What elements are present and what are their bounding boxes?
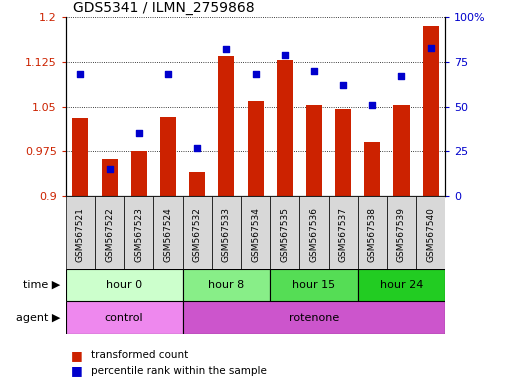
- Bar: [218, 56, 234, 196]
- Point: [280, 52, 288, 58]
- Text: GSM567521: GSM567521: [76, 207, 85, 262]
- Text: hour 0: hour 0: [106, 280, 142, 290]
- Text: control: control: [105, 313, 143, 323]
- Bar: [357, 196, 386, 269]
- Bar: [66, 301, 182, 334]
- Bar: [270, 269, 357, 301]
- Point: [338, 82, 346, 88]
- Point: [106, 166, 114, 172]
- Point: [309, 68, 317, 74]
- Text: ■: ■: [71, 349, 82, 362]
- Text: GDS5341 / ILMN_2759868: GDS5341 / ILMN_2759868: [73, 1, 255, 15]
- Bar: [306, 105, 321, 196]
- Bar: [130, 151, 146, 196]
- Text: GSM567540: GSM567540: [425, 207, 434, 262]
- Text: hour 15: hour 15: [292, 280, 335, 290]
- Point: [193, 144, 201, 151]
- Text: ■: ■: [71, 364, 82, 377]
- Point: [368, 102, 376, 108]
- Text: time ▶: time ▶: [23, 280, 61, 290]
- Bar: [153, 196, 182, 269]
- Text: GSM567522: GSM567522: [105, 207, 114, 262]
- Bar: [182, 301, 444, 334]
- Text: rotenone: rotenone: [288, 313, 338, 323]
- Text: GSM567536: GSM567536: [309, 207, 318, 262]
- Bar: [160, 117, 176, 196]
- Point: [134, 130, 142, 136]
- Point: [222, 46, 230, 53]
- Text: hour 8: hour 8: [208, 280, 244, 290]
- Text: GSM567524: GSM567524: [163, 207, 172, 262]
- Text: agent ▶: agent ▶: [16, 313, 61, 323]
- Bar: [299, 196, 328, 269]
- Bar: [357, 269, 444, 301]
- Bar: [211, 196, 240, 269]
- Point: [251, 71, 259, 78]
- Text: GSM567537: GSM567537: [338, 207, 347, 262]
- Bar: [422, 26, 438, 196]
- Bar: [95, 196, 124, 269]
- Bar: [102, 159, 117, 196]
- Bar: [334, 109, 350, 196]
- Text: percentile rank within the sample: percentile rank within the sample: [91, 366, 267, 376]
- Text: GSM567534: GSM567534: [250, 207, 260, 262]
- Text: GSM567539: GSM567539: [396, 207, 405, 262]
- Bar: [240, 196, 270, 269]
- Text: GSM567533: GSM567533: [221, 207, 230, 262]
- Bar: [182, 269, 270, 301]
- Text: GSM567538: GSM567538: [367, 207, 376, 262]
- Bar: [364, 142, 380, 196]
- Point: [164, 71, 172, 78]
- Point: [426, 45, 434, 51]
- Text: GSM567523: GSM567523: [134, 207, 143, 262]
- Text: GSM567535: GSM567535: [280, 207, 289, 262]
- Bar: [393, 105, 409, 196]
- Bar: [386, 196, 415, 269]
- Point: [76, 71, 84, 78]
- Bar: [66, 196, 95, 269]
- Bar: [247, 101, 263, 196]
- Bar: [189, 172, 205, 196]
- Bar: [328, 196, 357, 269]
- Bar: [72, 118, 88, 196]
- Text: GSM567532: GSM567532: [192, 207, 201, 262]
- Text: transformed count: transformed count: [91, 350, 188, 360]
- Bar: [270, 196, 299, 269]
- Bar: [66, 269, 182, 301]
- Point: [396, 73, 405, 79]
- Bar: [276, 60, 292, 196]
- Text: hour 24: hour 24: [379, 280, 422, 290]
- Bar: [124, 196, 153, 269]
- Bar: [415, 196, 444, 269]
- Bar: [182, 196, 211, 269]
